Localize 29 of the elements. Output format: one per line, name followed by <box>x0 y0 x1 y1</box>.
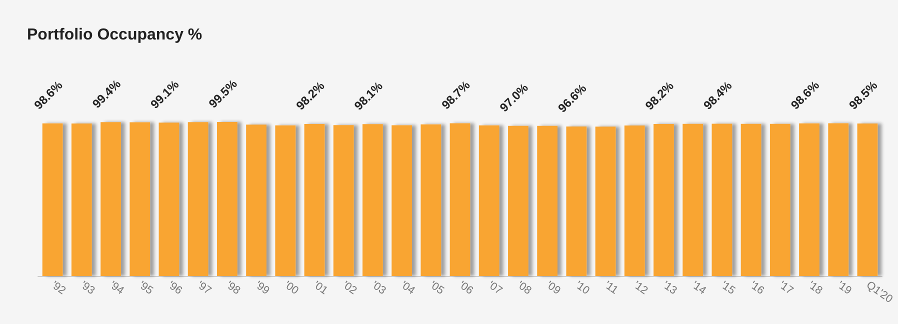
x-tick-label: '19 <box>834 279 854 298</box>
x-tick-label: '06 <box>456 279 476 298</box>
x-tick-label: '99 <box>252 279 272 298</box>
x-tick-label: '18 <box>806 279 824 298</box>
x-tick-label: '97 <box>194 279 214 298</box>
x-tick-label: '08 <box>514 279 534 298</box>
x-tick-label: '93 <box>78 279 97 298</box>
x-tick-label: '13 <box>660 279 679 298</box>
x-tick-label: '95 <box>136 279 156 298</box>
x-tick-label: '16 <box>748 279 766 298</box>
x-tick-label: '94 <box>107 279 126 298</box>
x-tick-label: '02 <box>340 279 359 298</box>
x-tick-label: '04 <box>398 279 417 298</box>
x-tick-label: '12 <box>631 279 650 298</box>
x-tick-label: '05 <box>427 279 446 298</box>
x-tick-label: '96 <box>166 279 184 298</box>
x-tick-label: '14 <box>689 279 708 298</box>
x-tick-label: '10 <box>572 279 592 298</box>
x-tick-label: '17 <box>776 279 796 298</box>
x-tick-label: '00 <box>282 279 301 298</box>
x-tick-label: '07 <box>486 279 504 298</box>
x-tick-label: '92 <box>49 279 68 298</box>
x-tick-label: '98 <box>224 279 242 298</box>
x-tick-label: '03 <box>369 279 388 298</box>
x-tick-label: '15 <box>718 279 738 298</box>
x-tick-label: '11 <box>602 279 620 297</box>
chart-title: Portfolio Occupancy % <box>27 26 202 44</box>
x-tick-label: '09 <box>544 279 562 298</box>
x-tick-label: '01 <box>311 279 330 298</box>
